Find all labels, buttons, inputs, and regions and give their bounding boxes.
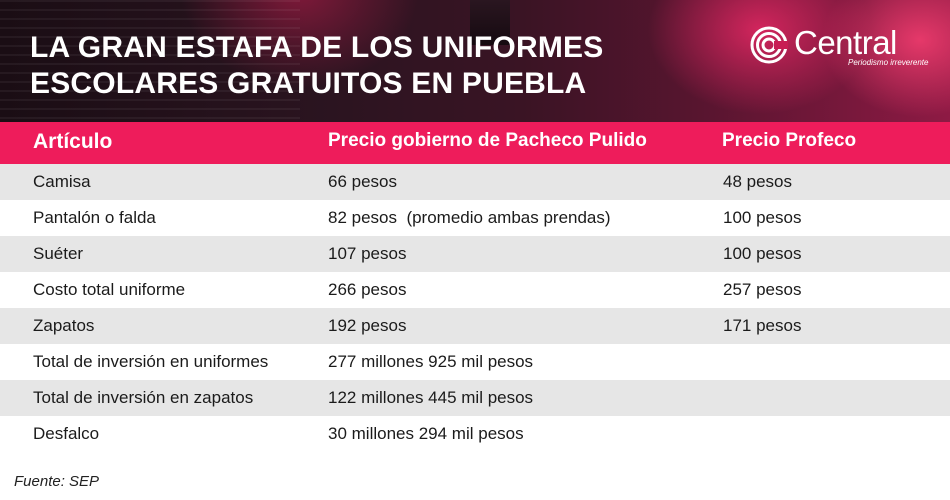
cell-gov-price: 266 pesos [328, 280, 407, 299]
column-header-articulo: Artículo [33, 130, 113, 153]
table-row: Total de inversión en uniformes 277 mill… [0, 344, 950, 380]
cell-item: Total de inversión en zapatos [33, 388, 254, 407]
title-line-1: LA GRAN ESTAFA DE LOS UNIFORMES [30, 31, 604, 64]
table-row: Zapatos 192 pesos 171 pesos [0, 308, 950, 344]
brand-name: Central [794, 24, 897, 61]
source-note: Fuente: SEP [14, 473, 100, 490]
column-header-precio-gobierno: Precio gobierno de Pacheco Pulido [328, 130, 647, 151]
cell-gov-price: 66 pesos [328, 172, 397, 191]
cell-profeco-price: 100 pesos [723, 208, 802, 227]
table-row: Desfalco 30 millones 294 mil pesos [0, 416, 950, 452]
background-photo-stripes [0, 0, 300, 122]
cell-item: Zapatos [33, 316, 95, 335]
brand-tagline: Periodismo irreverente [848, 58, 929, 67]
cell-item: Suéter [33, 244, 84, 263]
cell-item: Total de inversión en uniformes [33, 352, 269, 371]
table-row: Suéter 107 pesos 100 pesos [0, 236, 950, 272]
cell-item: Costo total uniforme [33, 280, 186, 299]
table-row: Costo total uniforme 266 pesos 257 pesos [0, 272, 950, 308]
cell-gov-price: 122 millones 445 mil pesos [328, 388, 534, 407]
cell-item: Pantalón o falda [33, 208, 156, 227]
cell-item: Camisa [33, 172, 91, 191]
cell-profeco-price: 100 pesos [723, 244, 802, 263]
central-logo-icon [750, 26, 788, 64]
cell-gov-price: 30 millones 294 mil pesos [328, 424, 524, 443]
title-line-2: ESCOLARES GRATUITOS EN PUEBLA [30, 67, 587, 100]
table-row: Camisa 66 pesos 48 pesos [0, 164, 950, 200]
background-photo-tie [470, 0, 510, 45]
page-title: LA GRAN ESTAFA DE LOS UNIFORMES ESCOLARE… [30, 30, 603, 102]
column-header-precio-profeco: Precio Profeco [722, 130, 857, 151]
central-logo: Central Periodismo irreverente [750, 24, 930, 72]
cell-item: Desfalco [33, 424, 100, 443]
cell-gov-price: 107 pesos [328, 244, 407, 263]
table-row: Pantalón o falda 82 pesos (promedio amba… [0, 200, 950, 236]
header-banner: LA GRAN ESTAFA DE LOS UNIFORMES ESCOLARE… [0, 0, 950, 122]
table-row: Total de inversión en zapatos 122 millon… [0, 380, 950, 416]
cell-gov-price: 82 pesos (promedio ambas prendas) [328, 208, 611, 227]
cell-gov-price: 277 millones 925 mil pesos [328, 352, 534, 371]
cell-gov-price: 192 pesos [328, 316, 407, 335]
cell-profeco-price: 257 pesos [723, 280, 802, 299]
table-header-row: Artículo Precio gobierno de Pacheco Puli… [0, 122, 950, 164]
cell-profeco-price: 48 pesos [723, 172, 792, 191]
cell-profeco-price: 171 pesos [723, 316, 802, 335]
